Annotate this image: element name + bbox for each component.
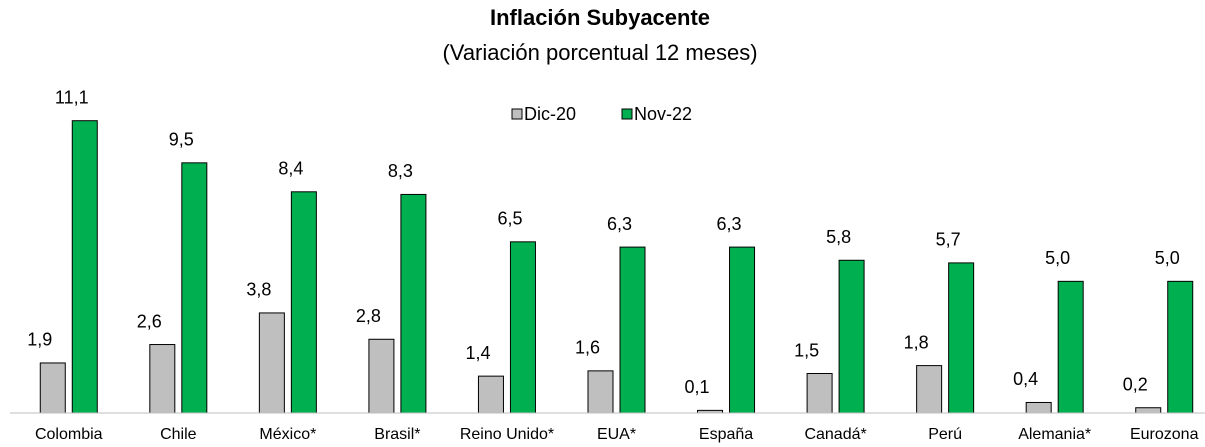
x-tick-label: Eurozona <box>1130 426 1199 443</box>
legend-label: Dic-20 <box>524 104 576 124</box>
value-label: 8,4 <box>278 159 303 179</box>
bar <box>509 241 536 414</box>
x-tick-label: EUA* <box>597 426 636 443</box>
bar <box>258 312 285 414</box>
bar <box>368 338 395 414</box>
value-label: 6,5 <box>497 209 522 229</box>
x-tick-label: Colombia <box>35 426 103 443</box>
bar <box>619 246 646 414</box>
bar <box>1025 401 1052 414</box>
bar <box>1135 407 1162 414</box>
value-label: 1,6 <box>575 338 600 358</box>
chart-title: Inflación Subyacente <box>490 5 710 30</box>
x-tick-label: España <box>699 426 753 443</box>
value-label: 1,4 <box>465 343 490 363</box>
bar <box>149 344 176 414</box>
value-label: 1,5 <box>794 340 819 360</box>
bar <box>477 375 504 414</box>
x-tick-label: Chile <box>160 426 197 443</box>
value-label: 2,8 <box>356 306 381 326</box>
bar <box>1167 280 1194 414</box>
bar <box>181 162 208 414</box>
legend-swatch <box>621 108 633 120</box>
x-tick-label: Canadá* <box>804 426 866 443</box>
value-label: 1,9 <box>27 330 52 350</box>
value-label: 9,5 <box>169 130 194 150</box>
bar <box>400 193 427 414</box>
value-label: 11,1 <box>55 87 89 107</box>
bar <box>916 365 943 414</box>
value-label: 0,1 <box>685 377 710 397</box>
value-label: 8,3 <box>388 161 413 181</box>
bar <box>1057 280 1084 414</box>
value-label: 0,2 <box>1123 374 1148 394</box>
bar <box>948 262 975 414</box>
bar <box>39 362 66 414</box>
value-label: 5,0 <box>1155 248 1180 268</box>
x-tick-label: Perú <box>928 426 962 443</box>
value-label: 0,4 <box>1013 369 1038 389</box>
value-label: 5,0 <box>1045 248 1070 268</box>
value-label: 6,3 <box>607 214 632 234</box>
value-label: 6,3 <box>717 214 742 234</box>
x-tick-label: Alemania* <box>1018 426 1091 443</box>
bar <box>838 259 865 414</box>
bar <box>806 373 833 414</box>
legend-swatch <box>511 108 523 120</box>
value-label: 2,6 <box>137 311 162 331</box>
value-label: 3,8 <box>246 280 271 300</box>
legend-label: Nov-22 <box>634 104 692 124</box>
x-tick-label: Reino Unido* <box>460 426 554 443</box>
bar <box>290 191 317 414</box>
x-tick-label: Brasil* <box>374 426 420 443</box>
value-label: 1,8 <box>904 332 929 352</box>
bar <box>587 370 614 414</box>
value-label: 5,7 <box>936 230 961 250</box>
bar <box>71 120 98 414</box>
bar <box>729 246 756 414</box>
chart-subtitle: (Variación porcentual 12 meses) <box>442 40 757 65</box>
x-tick-label: México* <box>259 426 316 443</box>
value-label: 5,8 <box>826 227 851 247</box>
